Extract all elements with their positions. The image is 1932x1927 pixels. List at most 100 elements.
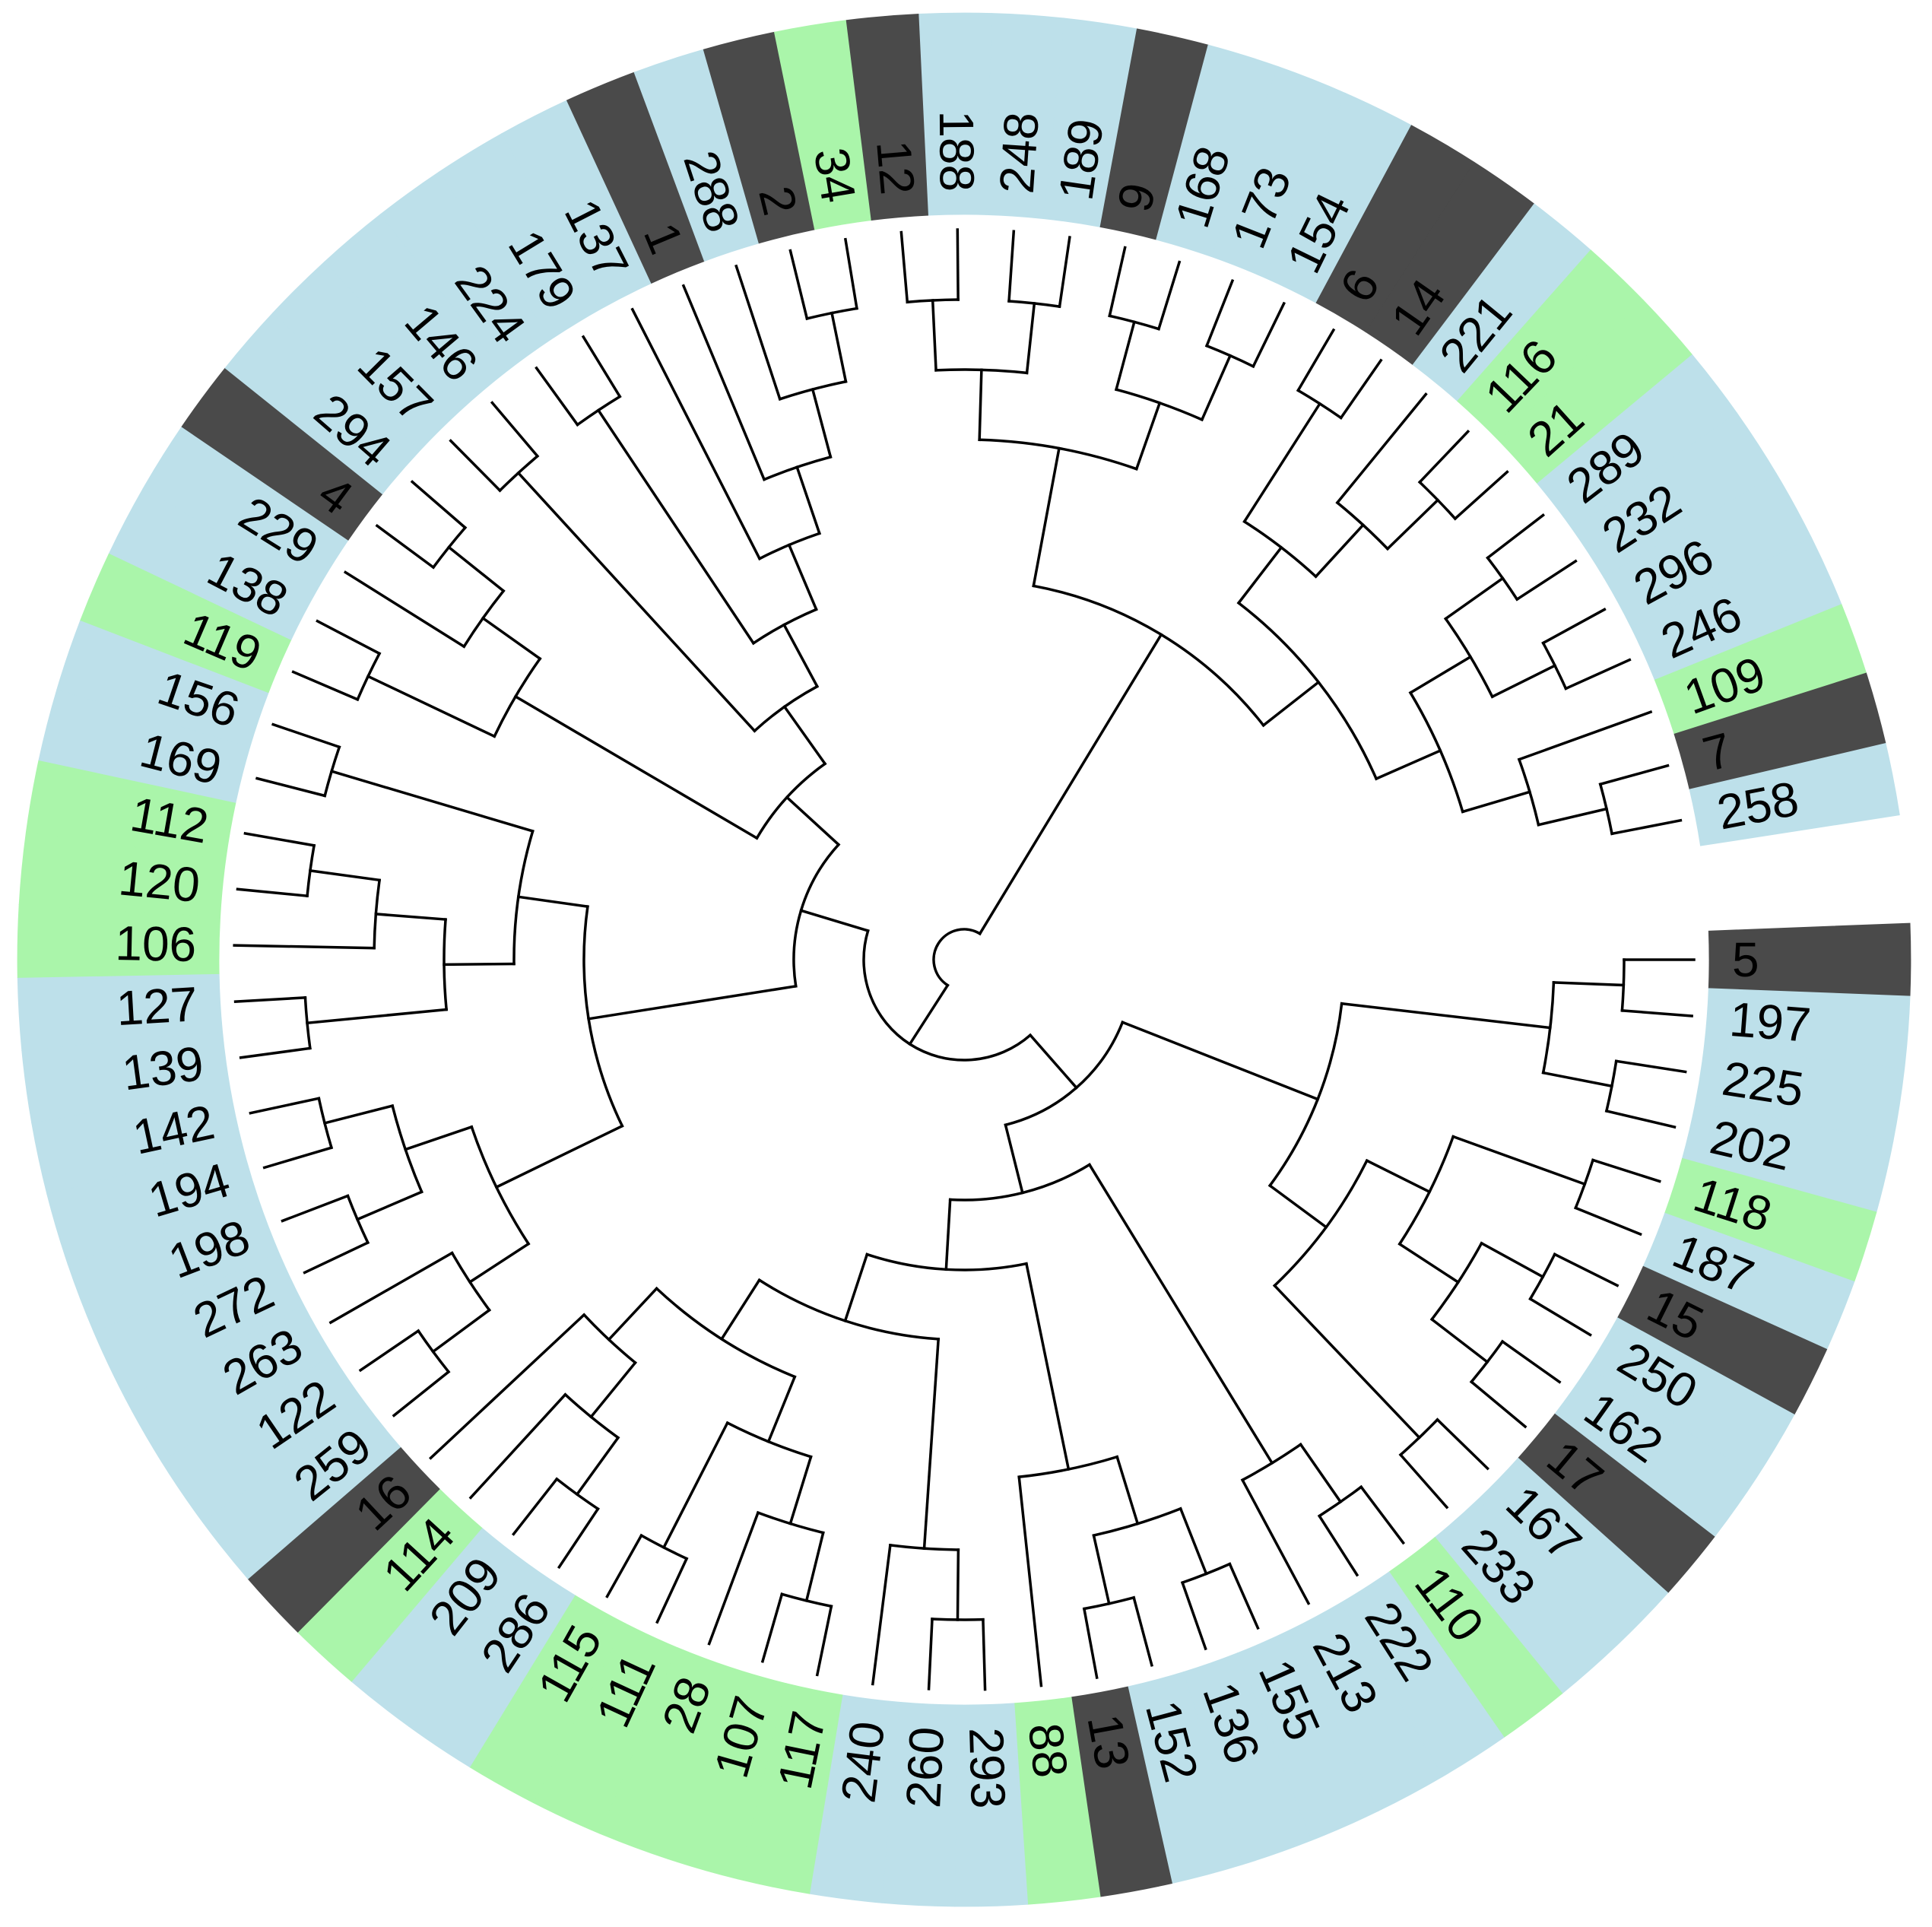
leaf-labels: 5197225202118187152501621716723311022221… [115, 110, 1813, 1809]
branch [1156, 260, 1182, 331]
branch [982, 1617, 987, 1691]
leaf-label-188: 188 [929, 110, 985, 192]
branch [1517, 710, 1653, 761]
branch [233, 944, 376, 950]
branch [1114, 320, 1136, 392]
branch [956, 1548, 960, 1621]
branch [468, 1242, 531, 1284]
branch [871, 1543, 892, 1686]
branch [446, 545, 506, 593]
branch [1500, 1339, 1562, 1384]
branch [1365, 1158, 1432, 1194]
branch [782, 704, 827, 766]
branch [1453, 470, 1509, 521]
branch [1574, 1206, 1642, 1237]
branch [596, 408, 756, 646]
branch [1261, 680, 1321, 728]
leaf-color-ring [17, 12, 1911, 1907]
branch [494, 1124, 624, 1189]
branch [1604, 1109, 1677, 1129]
branch [1552, 981, 1626, 987]
branch [605, 1533, 643, 1598]
branch [1614, 1059, 1687, 1074]
branch [1251, 301, 1286, 369]
branch [329, 770, 535, 833]
branch [535, 366, 579, 427]
leaf-label-189: 189 [1048, 116, 1114, 204]
branch [1204, 278, 1235, 348]
branch [630, 307, 762, 560]
branch [1469, 1379, 1528, 1429]
branch [1480, 1241, 1545, 1279]
branch [661, 1421, 730, 1550]
leaf-label-139: 139 [119, 1036, 206, 1101]
branch [1007, 230, 1016, 303]
branch [587, 984, 798, 1021]
branch [343, 570, 466, 649]
branch [719, 1278, 762, 1341]
branch [1537, 807, 1609, 827]
branch [830, 311, 848, 383]
branch [899, 230, 909, 304]
branch [1397, 1242, 1461, 1284]
leaf-label-240: 240 [831, 1719, 896, 1806]
branch [931, 299, 937, 372]
branch [782, 623, 820, 689]
branch [1359, 1484, 1406, 1545]
branch [403, 1125, 474, 1151]
branch [1180, 1580, 1207, 1651]
branch [355, 1190, 424, 1221]
branch [1299, 1442, 1343, 1504]
branch [1296, 328, 1336, 392]
branch [1134, 401, 1162, 471]
branch [1610, 818, 1683, 836]
branch [681, 284, 766, 481]
leaf-label-5: 5 [1732, 932, 1759, 987]
branch [1515, 559, 1578, 602]
branch [1025, 302, 1036, 375]
branch [956, 228, 960, 301]
branch [1121, 1020, 1320, 1101]
branch [481, 616, 542, 661]
branch [249, 1097, 321, 1115]
branch [944, 1198, 952, 1271]
branch [760, 1592, 784, 1663]
branch [1564, 658, 1632, 690]
branch [1179, 1506, 1208, 1576]
branch [233, 995, 307, 1003]
branch [799, 909, 870, 933]
branch [1092, 1533, 1111, 1605]
branch [516, 471, 757, 733]
branch [734, 264, 782, 401]
branch [1429, 1317, 1489, 1364]
leaf-label-293: 293 [959, 1727, 1016, 1810]
tree-branches [233, 228, 1696, 1691]
branch [1528, 1297, 1592, 1337]
branch [795, 465, 822, 535]
branch [1317, 1514, 1359, 1577]
branch [575, 1436, 620, 1497]
branch [512, 1477, 559, 1536]
branch [804, 1531, 825, 1603]
branch [843, 1252, 869, 1323]
branch [1242, 402, 1322, 524]
branch [1335, 392, 1428, 505]
branch [843, 237, 858, 310]
branch [1620, 1008, 1694, 1017]
leaf-label-88: 88 [1018, 1721, 1078, 1780]
leaf-label-225: 225 [1718, 1051, 1807, 1118]
branch [788, 249, 809, 321]
leaf-label-106: 106 [115, 916, 197, 972]
branch [1340, 1002, 1552, 1030]
branch [1200, 354, 1232, 422]
branch [1417, 429, 1470, 484]
branch [516, 895, 589, 909]
branch [490, 401, 540, 459]
branch [1553, 1252, 1620, 1287]
branch [766, 1375, 797, 1444]
branch [375, 523, 436, 570]
branch [1115, 1455, 1140, 1525]
branch [1267, 1183, 1328, 1230]
branch [927, 1617, 934, 1690]
